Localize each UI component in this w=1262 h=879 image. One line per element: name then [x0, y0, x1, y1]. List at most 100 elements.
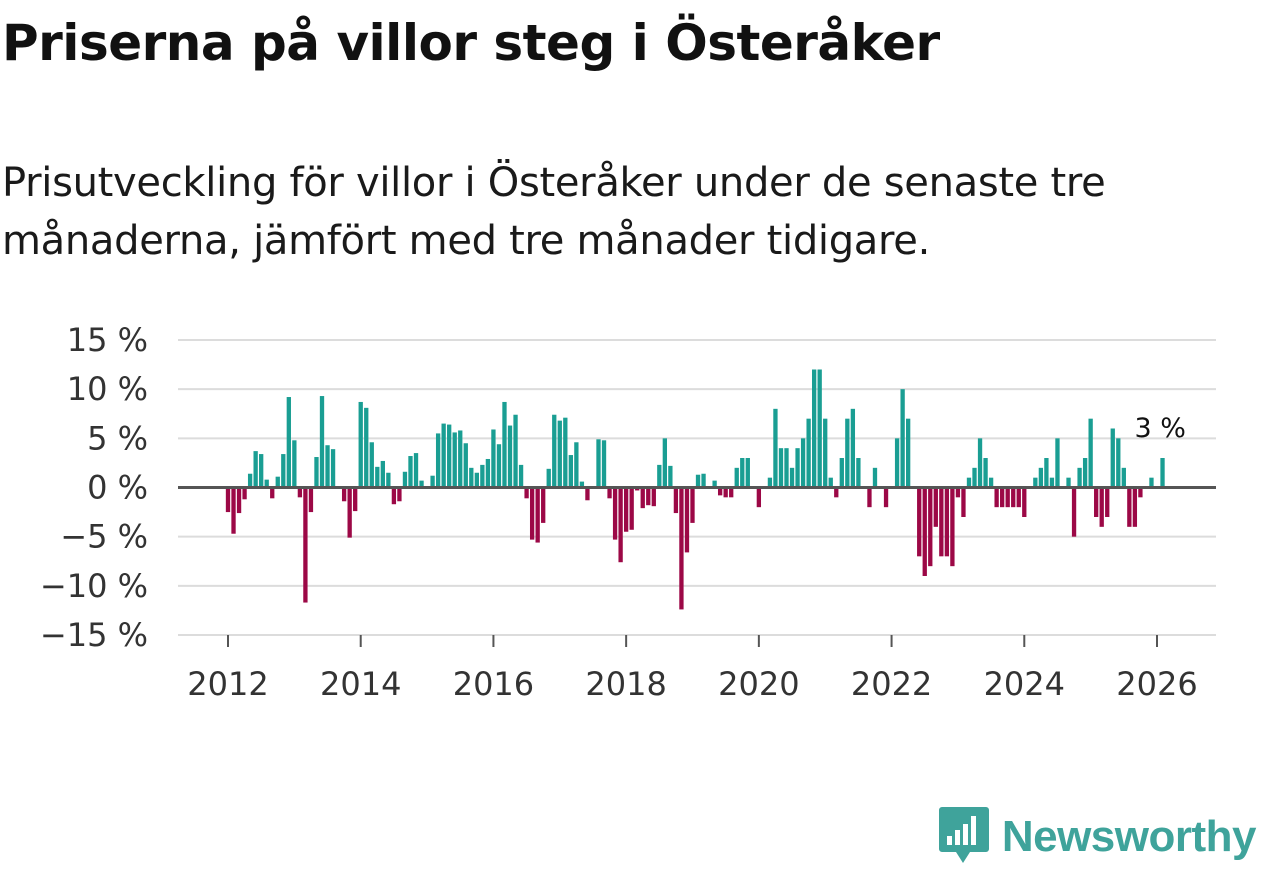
- bar: [491, 429, 496, 488]
- bar: [988, 477, 994, 488]
- bar: [834, 487, 839, 498]
- bar: [579, 481, 585, 488]
- bar: [341, 487, 347, 502]
- bar: [1005, 487, 1010, 508]
- bar: [944, 487, 950, 557]
- bar: [347, 487, 352, 538]
- bar: [236, 487, 242, 514]
- bar: [480, 464, 485, 488]
- bar: [778, 448, 784, 488]
- bar: [380, 460, 385, 488]
- bar: [961, 487, 966, 517]
- bar: [408, 456, 413, 488]
- bar: [729, 487, 734, 498]
- bar: [994, 487, 999, 508]
- bar: [513, 414, 518, 488]
- bar: [745, 458, 750, 488]
- bar: [850, 408, 856, 488]
- bar: [469, 467, 474, 488]
- bar: [900, 389, 905, 488]
- bar: [353, 487, 358, 512]
- bar: [983, 458, 988, 488]
- bar: [535, 487, 540, 543]
- bar: [972, 467, 977, 488]
- bar: [1121, 467, 1126, 488]
- bar-chart-speech-bubble-icon: [938, 805, 990, 869]
- bar: [474, 472, 479, 488]
- brand-logo: Newsworthy: [938, 805, 1257, 869]
- bar: [308, 487, 314, 513]
- bar: [259, 454, 264, 488]
- bar: [867, 487, 872, 508]
- bar: [817, 369, 822, 488]
- bar: [303, 487, 308, 603]
- bar: [690, 487, 695, 523]
- bar: [568, 455, 573, 488]
- bar: [1127, 487, 1132, 527]
- bar: [1105, 487, 1110, 517]
- bar: [845, 418, 850, 488]
- bar: [247, 473, 253, 488]
- bar: [977, 438, 983, 488]
- bar: [264, 479, 269, 488]
- bar: [806, 418, 811, 488]
- bar: [629, 487, 634, 530]
- y-tick-label: −10 %: [40, 567, 148, 605]
- x-tick-label: 2026: [1116, 665, 1197, 703]
- bar: [1033, 477, 1038, 488]
- bar: [784, 448, 789, 488]
- page-title: Priserna på villor steg i Österåker: [2, 14, 940, 72]
- bar: [740, 458, 745, 488]
- bar: [856, 458, 861, 488]
- bar: [397, 487, 402, 502]
- bar: [275, 476, 280, 488]
- bar: [546, 468, 551, 488]
- bar: [756, 487, 762, 508]
- bar: [447, 424, 452, 488]
- bar: [928, 487, 933, 567]
- bar: [695, 474, 701, 488]
- bar: [917, 487, 922, 557]
- bar: [839, 458, 844, 488]
- bar: [773, 408, 778, 488]
- x-tick-label: 2018: [585, 665, 666, 703]
- bar: [574, 442, 579, 488]
- bar: [623, 487, 629, 532]
- bar: [966, 477, 972, 488]
- bar: [552, 414, 557, 488]
- bar: [1160, 458, 1165, 488]
- bar: [435, 433, 441, 488]
- bar: [596, 439, 601, 488]
- bar: [1094, 487, 1099, 517]
- bar: [330, 449, 336, 488]
- last-value-label: 3 %: [1135, 413, 1186, 444]
- bar: [1088, 418, 1093, 488]
- page-subtitle: Prisutveckling för villor i Österåker un…: [2, 160, 1106, 264]
- bar: [1149, 477, 1154, 488]
- bar: [319, 396, 325, 488]
- bar: [413, 453, 419, 488]
- bar: [541, 487, 546, 523]
- bar: [369, 442, 374, 488]
- bar: [358, 401, 363, 488]
- y-tick-label: 5 %: [87, 419, 148, 457]
- bar: [657, 464, 662, 488]
- bar: [292, 440, 297, 488]
- bar: [717, 487, 723, 496]
- bar: [651, 487, 656, 507]
- bar: [668, 465, 673, 488]
- bar: [712, 480, 717, 488]
- bar: [950, 487, 955, 567]
- bar: [679, 487, 684, 610]
- bar: [1000, 487, 1005, 508]
- bar: [242, 487, 247, 500]
- x-tick-label: 2014: [320, 665, 401, 703]
- bar: [646, 487, 651, 506]
- y-axis: 15 % 10 % 5 % 0 % −5 % −10 % −15 %: [40, 321, 148, 654]
- grid-lines: [178, 339, 1216, 636]
- annotations: 3 %: [1135, 413, 1186, 444]
- bar: [933, 487, 938, 527]
- bar: [518, 464, 524, 488]
- bar: [286, 397, 291, 488]
